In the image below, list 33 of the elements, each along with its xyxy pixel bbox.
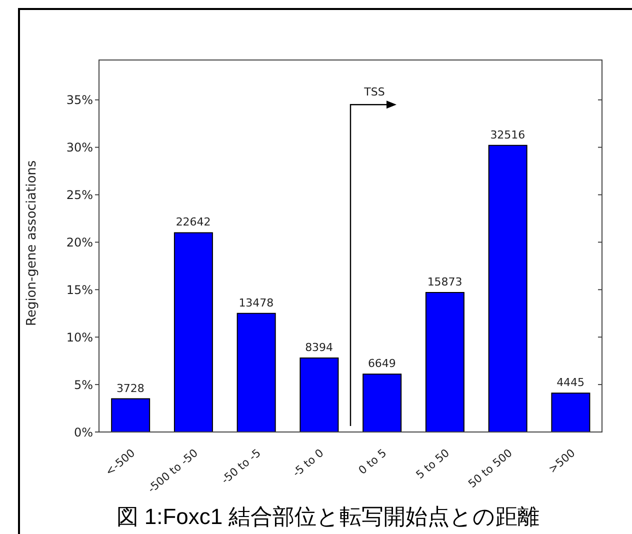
- annotation: 4445: [556, 376, 585, 390]
- annotation: 6649: [368, 357, 396, 370]
- bar: [174, 232, 213, 432]
- x-tick-label: -50 to -5: [218, 446, 264, 487]
- y-tick-label: 15%: [66, 282, 93, 297]
- y-tick-label: 10%: [66, 330, 93, 344]
- bar: [362, 374, 402, 432]
- x-tick-label: -500 to -50: [145, 446, 200, 496]
- y-tick-label: 5%: [74, 378, 93, 392]
- y-tick-label: 25%: [66, 188, 93, 202]
- annotation: 3728: [116, 382, 144, 395]
- x-tick-label: 0 to 5: [356, 446, 390, 478]
- annotation: TSS: [363, 86, 385, 99]
- bar: [425, 292, 464, 432]
- x-tick-label: 50 to 500: [466, 446, 515, 491]
- y-tick-label: 0%: [74, 425, 93, 440]
- y-tick-label: 20%: [66, 235, 93, 250]
- bar: [236, 312, 276, 432]
- bar: [111, 398, 150, 432]
- bar: [551, 392, 590, 432]
- annotation: 13478: [238, 296, 274, 310]
- annotation: 22642: [176, 216, 211, 229]
- bar: [300, 357, 339, 432]
- annotation: 8394: [305, 340, 334, 354]
- x-tick-label: -5 to 0: [290, 446, 326, 480]
- annotation: 15873: [427, 276, 462, 288]
- x-tick-label: 5 to 50: [414, 446, 452, 482]
- y-axis-title: Region-gene associations: [24, 160, 40, 326]
- y-tick-label: 30%: [66, 140, 93, 155]
- annotation: 32516: [490, 128, 526, 142]
- y-tick-label: 35%: [66, 93, 93, 108]
- bar: [488, 144, 528, 432]
- caption: 図 1:Foxc1 結合部位と転写開始点との距離: [115, 503, 541, 531]
